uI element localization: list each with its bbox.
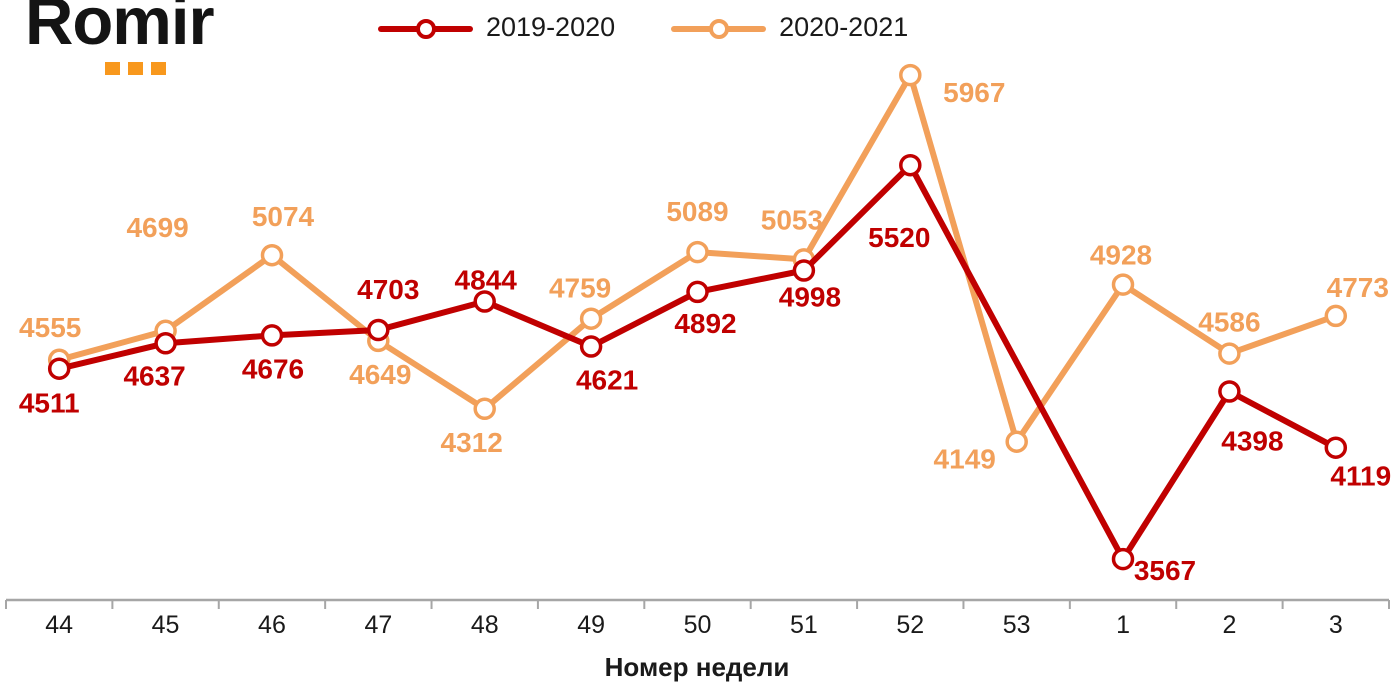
data-point-marker-2019-2020: [47, 357, 71, 380]
data-label-2020-2021: 4649: [349, 359, 411, 390]
data-label-2020-2021: 4699: [126, 212, 188, 243]
romir-logo-dots-icon: [105, 62, 166, 75]
data-label-2019-2020: 4637: [123, 360, 185, 391]
data-label-2020-2021: 4149: [934, 444, 996, 475]
data-label-2020-2021: 4928: [1090, 240, 1152, 271]
x-axis-tick-label: 53: [1003, 611, 1031, 639]
x-axis-tick-label: 51: [790, 611, 818, 639]
data-point-marker-2019-2020: [367, 318, 390, 342]
data-point-marker-2020-2021: [260, 243, 284, 267]
legend-ring-icon: [415, 18, 436, 39]
x-axis-tick-label: 44: [45, 611, 73, 639]
data-point-marker-2020-2021: [1005, 430, 1028, 453]
x-axis-tick-label: 46: [258, 611, 286, 639]
data-point-marker-2020-2021: [899, 63, 922, 87]
x-axis-tick-label: 48: [471, 611, 499, 639]
data-point-marker-2019-2020: [1324, 436, 1348, 459]
data-point-marker-2020-2021: [1324, 304, 1348, 328]
data-label-2020-2021: 4759: [549, 273, 611, 304]
data-label-2019-2020: 4703: [357, 274, 419, 305]
legend-line-marker-icon: [671, 18, 767, 39]
data-label-2019-2020: 4844: [455, 265, 518, 296]
data-label-2020-2021: 4773: [1327, 272, 1389, 303]
data-label-2020-2021: 5967: [943, 77, 1005, 108]
data-label-2019-2020: 4621: [576, 365, 638, 396]
data-point-marker-2019-2020: [792, 259, 816, 282]
legend-ring-icon: [708, 18, 729, 39]
data-point-marker-2019-2020: [1111, 547, 1135, 571]
x-axis-tick-label: 45: [152, 611, 180, 639]
legend-label: 2020-2021: [779, 12, 909, 42]
data-point-marker-2020-2021: [579, 307, 603, 330]
data-label-2019-2020: 4998: [779, 282, 841, 313]
legend-label: 2019-2020: [486, 12, 616, 42]
romir-logo-text: Romir: [25, 0, 215, 59]
x-axis-title: Номер недели: [604, 652, 790, 682]
data-label-2020-2021: 4586: [1198, 307, 1260, 338]
x-axis-tick-label: 1: [1116, 611, 1130, 639]
legend-item-2020-2021: 2020-2021: [671, 14, 908, 43]
x-axis-tick-label: 2: [1222, 611, 1236, 639]
data-point-marker-2019-2020: [260, 324, 284, 347]
data-point-marker-2019-2020: [899, 153, 922, 177]
data-point-marker-2019-2020: [473, 290, 496, 313]
x-axis-tick-label: 49: [577, 611, 605, 639]
chart-legend: 2019-2020 2020-2021: [378, 14, 908, 43]
legend-item-2019-2020: 2019-2020: [378, 14, 615, 43]
data-point-marker-2019-2020: [1218, 380, 1241, 403]
x-axis-tick-label: 3: [1329, 611, 1343, 639]
data-point-marker-2020-2021: [473, 397, 496, 421]
data-point-marker-2020-2021: [686, 240, 709, 264]
x-axis-tick-label: 47: [364, 611, 392, 639]
data-label-2020-2021: 5053: [761, 204, 823, 235]
x-axis-tick-label: 50: [684, 611, 712, 639]
data-label-2019-2020: 4398: [1221, 426, 1283, 457]
data-label-2019-2020: 3567: [1134, 555, 1196, 586]
data-label-2019-2020: 4119: [1330, 461, 1391, 492]
data-label-2020-2021: 4312: [441, 427, 503, 458]
data-point-marker-2020-2021: [1218, 342, 1241, 365]
legend-line-marker-icon: [378, 18, 473, 39]
data-label-2020-2021: 5074: [252, 201, 315, 232]
x-axis-tick-label: 52: [896, 611, 924, 639]
data-label-2019-2020: 4892: [674, 308, 736, 339]
data-point-marker-2019-2020: [154, 332, 177, 355]
data-label-2019-2020: 4511: [19, 388, 80, 419]
series-line-2019-2020: [56, 162, 1339, 563]
data-point-marker-2020-2021: [1111, 273, 1135, 296]
data-label-2019-2020: 4676: [242, 353, 304, 384]
data-label-2019-2020: 5520: [868, 222, 930, 253]
data-point-marker-2019-2020: [686, 280, 709, 304]
data-label-2020-2021: 5089: [666, 196, 728, 227]
data-label-2020-2021: 4555: [19, 312, 81, 343]
data-point-marker-2019-2020: [579, 335, 603, 358]
